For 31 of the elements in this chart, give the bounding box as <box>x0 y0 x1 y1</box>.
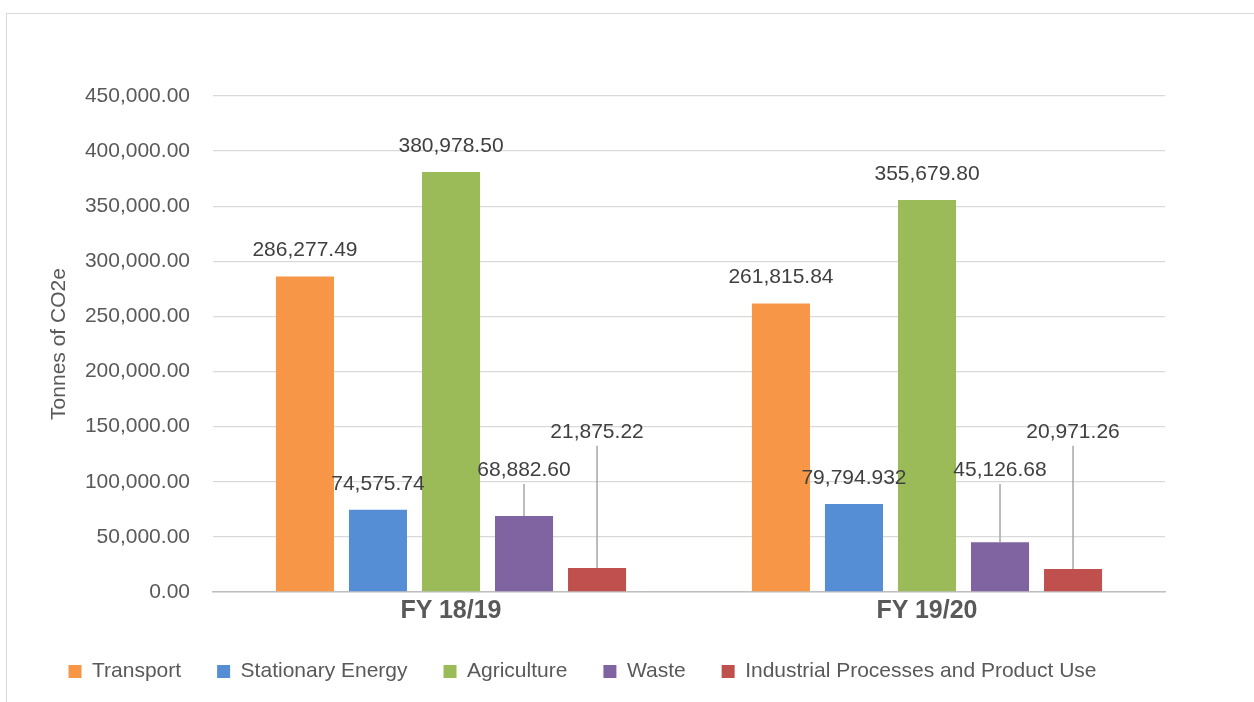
data-label: 261,815.84 <box>728 264 834 288</box>
bar <box>568 567 627 592</box>
data-label: 286,277.49 <box>252 237 358 261</box>
bar <box>970 542 1030 592</box>
bar <box>824 504 884 592</box>
bar <box>1044 568 1103 592</box>
data-label: 380,978.50 <box>398 132 504 156</box>
y-tick-label: 450,000.00 <box>84 82 190 106</box>
y-axis-title: Tonnes of CO2e <box>46 268 70 420</box>
y-tick-label: 300,000.00 <box>84 248 190 272</box>
legend-label: Agriculture <box>467 658 568 682</box>
bar <box>275 276 334 592</box>
x-tick-label: FY 18/19 <box>400 594 502 623</box>
data-label: 21,875.22 <box>550 418 644 442</box>
y-tick-label: 250,000.00 <box>84 303 190 327</box>
data-label: 20,971.26 <box>1026 418 1120 442</box>
y-tick-label: 400,000.00 <box>84 137 190 161</box>
y-tick-label: 50,000.00 <box>96 523 190 547</box>
bar <box>494 516 554 592</box>
y-tick-label: 350,000.00 <box>84 193 190 217</box>
y-tick-label: 150,000.00 <box>84 413 190 437</box>
data-label: 355,679.80 <box>874 160 980 184</box>
x-tick-label: FY 19/20 <box>876 594 978 623</box>
legend-label: Transport <box>92 658 182 682</box>
y-tick-label: 0.00 <box>149 578 190 602</box>
legend-label: Industrial Processes and Product Use <box>745 658 1097 682</box>
y-tick-label: 200,000.00 <box>84 358 190 382</box>
y-tick-label: 100,000.00 <box>84 468 190 492</box>
legend-label: Waste <box>626 658 686 682</box>
legend-label: Stationary Energy <box>240 658 409 682</box>
bar <box>348 509 408 592</box>
